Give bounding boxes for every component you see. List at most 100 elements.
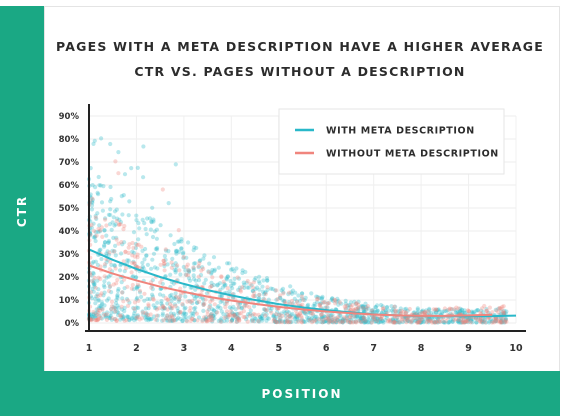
scatter-point <box>113 309 118 314</box>
scatter-point <box>94 318 99 323</box>
scatter-point <box>109 304 115 309</box>
scatter-point <box>261 307 267 312</box>
scatter-point <box>458 308 463 314</box>
scatter-point <box>112 306 117 311</box>
scatter-point <box>117 313 122 318</box>
scatter-point <box>289 319 294 324</box>
scatter-point <box>334 299 339 304</box>
scatter-point <box>320 300 325 305</box>
scatter-point <box>482 320 488 325</box>
scatter-point <box>434 320 439 325</box>
scatter-point <box>260 316 265 321</box>
scatter-point <box>204 317 209 323</box>
scatter-point <box>132 300 137 305</box>
scatter-point <box>141 144 146 149</box>
scatter-point <box>389 304 394 309</box>
x-tick-label: 7 <box>370 343 377 354</box>
scatter-point <box>330 296 335 301</box>
scatter-point <box>344 303 349 308</box>
scatter-point <box>361 317 366 322</box>
scatter-point <box>248 308 253 313</box>
scatter-point <box>155 245 160 251</box>
scatter-point <box>168 233 173 238</box>
scatter-point <box>376 320 381 325</box>
scatter-point <box>139 244 144 249</box>
scatter-point <box>232 276 237 281</box>
scatter-point <box>390 317 395 322</box>
scatter-point <box>363 301 368 306</box>
scatter-point <box>336 298 341 304</box>
scatter-point <box>169 265 174 270</box>
scatter-point <box>415 320 420 325</box>
scatter-point <box>326 316 331 321</box>
scatter-point <box>182 310 187 315</box>
scatter-point <box>108 141 113 147</box>
y-tick-label: 0% <box>65 319 80 329</box>
scatter-point <box>211 308 216 313</box>
scatter-point <box>234 319 239 324</box>
x-axis-label: POSITION <box>261 386 343 401</box>
scatter-point <box>104 223 109 228</box>
x-tick-label: 2 <box>133 343 140 354</box>
scatter-point <box>97 304 102 309</box>
scatter-point <box>461 318 466 323</box>
scatter-point <box>103 240 108 245</box>
scatter-point <box>224 301 229 306</box>
scatter-point <box>214 310 219 315</box>
scatter-point <box>386 308 392 313</box>
scatter-point <box>203 315 208 320</box>
scatter-point <box>319 312 324 317</box>
scatter-point <box>332 318 337 323</box>
scatter-point <box>328 319 333 324</box>
scatter-point <box>252 319 257 324</box>
scatter-point <box>278 319 283 324</box>
scatter-point <box>218 318 223 323</box>
scatter-point <box>470 310 476 316</box>
scatter-point <box>388 317 393 322</box>
scatter-point <box>116 313 121 318</box>
scatter-point <box>348 317 353 323</box>
scatter-point <box>229 318 234 323</box>
scatter-point <box>363 304 368 310</box>
scatter-point <box>178 316 183 322</box>
scatter-point <box>122 223 127 229</box>
scatter-point <box>126 250 131 255</box>
scatter-point <box>361 315 366 320</box>
scatter-point <box>380 304 385 309</box>
scatter-point <box>109 306 114 312</box>
scatter-point <box>334 319 339 324</box>
scatter-point <box>313 314 318 319</box>
scatter-point <box>107 315 112 321</box>
scatter-point <box>352 308 357 313</box>
scatter-point <box>98 276 103 282</box>
scatter-point <box>273 288 278 293</box>
scatter-point <box>109 196 114 202</box>
scatter-point <box>217 281 223 286</box>
scatter-point <box>177 249 182 254</box>
scatter-point <box>90 196 95 201</box>
scatter-point <box>172 241 177 247</box>
scatter-point <box>104 312 109 317</box>
scatter-point <box>186 240 191 245</box>
scatter-point <box>122 318 127 323</box>
scatter-point <box>282 320 287 325</box>
scatter-point <box>296 313 301 318</box>
scatter-point <box>373 305 378 310</box>
scatter-point <box>114 318 119 323</box>
scatter-point <box>317 295 322 300</box>
scatter-point <box>393 309 399 315</box>
scatter-point <box>490 318 495 324</box>
scatter-point <box>142 221 147 226</box>
scatter-point <box>338 313 343 318</box>
scatter-point <box>149 285 154 290</box>
scatter-point <box>210 298 215 303</box>
scatter-point <box>503 318 508 323</box>
scatter-point <box>422 310 427 315</box>
scatter-point <box>424 320 429 325</box>
scatter-point <box>447 306 452 311</box>
scatter-point <box>114 297 119 302</box>
scatter-point <box>112 310 117 315</box>
scatter-point <box>359 316 365 321</box>
y-tick-label: 40% <box>59 227 80 237</box>
